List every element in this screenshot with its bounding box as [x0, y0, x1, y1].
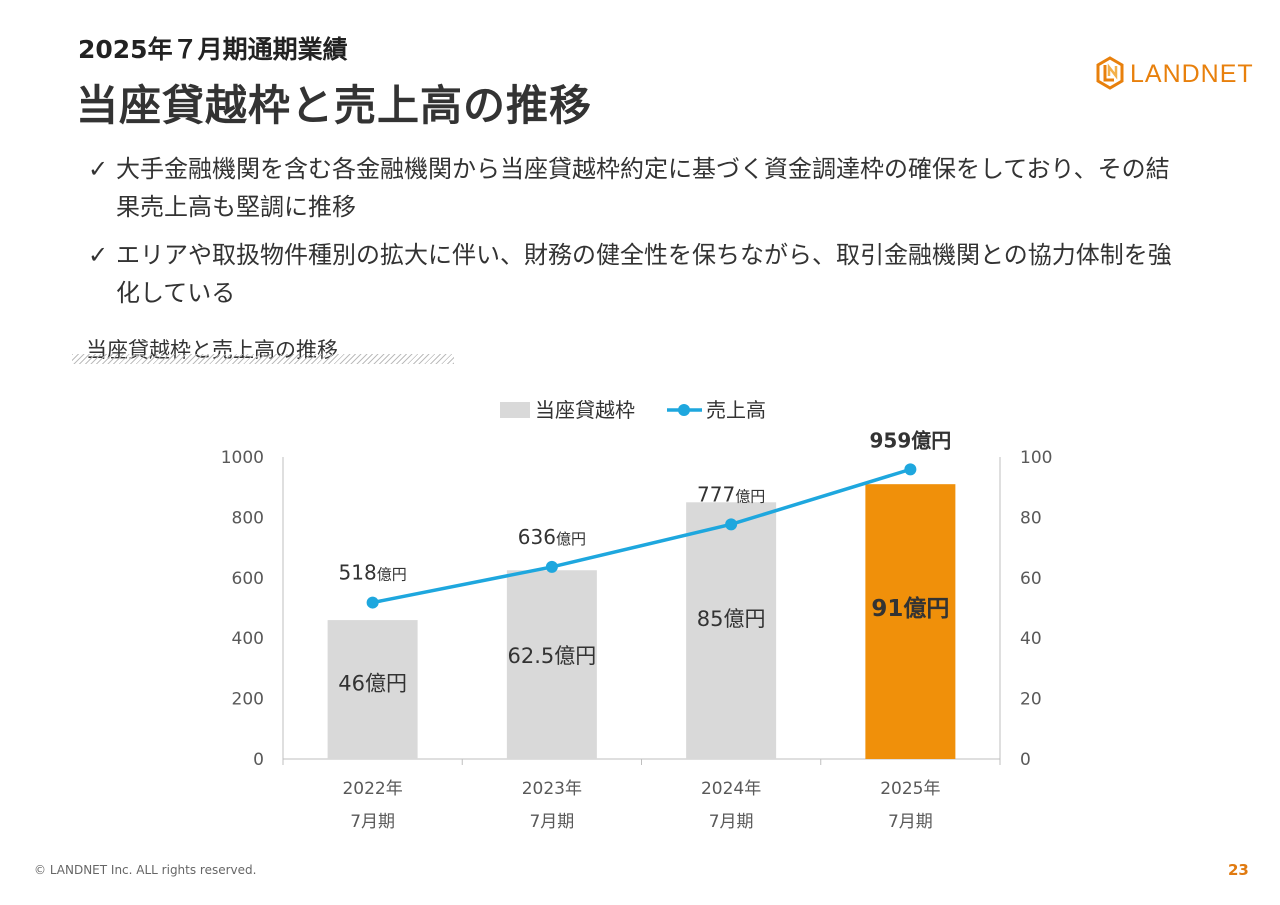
right-axis-tick-label: 20 [1020, 690, 1042, 710]
bar-overdraft-1 [327, 620, 418, 759]
x-axis-category-year: 2023年 [522, 779, 582, 799]
x-axis-category-period: 7月期 [888, 812, 933, 832]
bullet-text: エリアや取扱物件種別の拡大に伴い、財務の健全性を保ちながら、取引金融機関との協力… [116, 241, 1172, 307]
right-axis-tick-label: 0 [1020, 750, 1031, 770]
right-axis-tick-label: 60 [1020, 569, 1042, 589]
combo-chart: 0 200 400 600 800 1000 0 20 40 60 80 100 2022年 7月期 202… [221, 398, 1053, 832]
x-axis-category-year: 2024年 [701, 779, 761, 799]
sales-data-label: 636億円 [518, 525, 586, 549]
copyright: © LANDNET Inc. ALL rights reserved. [34, 863, 257, 877]
legend-line-marker [678, 404, 690, 416]
landnet-logo-icon [1096, 56, 1124, 90]
x-axis-category-period: 7月期 [529, 812, 574, 832]
page-number: 23 [1228, 861, 1249, 879]
sales-data-label: 518億円 [339, 561, 407, 585]
x-axis-category-year: 2025年 [880, 779, 940, 799]
bar-data-label: 62.5億円 [507, 644, 596, 668]
sales-line [372, 467, 911, 605]
sales-point [725, 518, 738, 531]
sales-point [904, 463, 917, 476]
bar-data-label: 85億円 [697, 607, 766, 631]
left-axis-tick-label: 600 [232, 569, 264, 589]
x-axis-category-year: 2022年 [342, 779, 402, 799]
left-axis-tick-label: 0 [253, 750, 264, 770]
bar-overdraft-3 [686, 502, 777, 759]
sales-data-label: 959億円 [870, 428, 952, 452]
checkmark-icon: ✓ [88, 241, 109, 269]
bar-data-label: 91億円 [871, 595, 949, 622]
sales-point [545, 560, 558, 573]
section-underline [72, 354, 454, 364]
legend-line-label: 売上高 [706, 398, 766, 422]
bullet-item: ✓ エリアや取扱物件種別の拡大に伴い、財務の健全性を保ちながら、取引金融機関との… [88, 236, 1188, 312]
bullet-text: 大手金融機関を含む各金融機関から当座貸越枠約定に基づく資金調達枠の確保をしており… [116, 155, 1170, 221]
bar-overdraft-2 [506, 570, 597, 759]
bullet-list: ✓ 大手金融機関を含む各金融機関から当座貸越枠約定に基づく資金調達枠の確保をして… [88, 150, 1188, 322]
x-axis-category-period: 7月期 [709, 812, 754, 832]
page-title: 当座貸越枠と売上高の推移 [76, 81, 593, 130]
bullet-item: ✓ 大手金融機関を含む各金融機関から当座貸越枠約定に基づく資金調達枠の確保をして… [88, 150, 1188, 226]
left-axis-tick-label: 1000 [221, 448, 264, 468]
left-axis-tick-label: 400 [232, 629, 264, 649]
bar-overdraft-4 [865, 484, 956, 759]
landnet-logo: LANDNET [1096, 56, 1254, 90]
left-axis-tick-label: 200 [232, 690, 264, 710]
right-axis-tick-label: 40 [1020, 629, 1042, 649]
checkmark-icon: ✓ [88, 155, 109, 183]
left-axis-tick-label: 800 [232, 508, 264, 528]
sales-data-label: 777億円 [697, 482, 765, 506]
bar-data-label: 46億円 [338, 672, 407, 696]
logo-text: LANDNET [1130, 60, 1254, 88]
right-axis-tick-label: 100 [1020, 448, 1052, 468]
x-axis-category-period: 7月期 [350, 812, 395, 832]
legend-bar-label: 当座貸越枠 [535, 398, 635, 422]
legend-bar-swatch [500, 402, 530, 418]
sales-point [366, 596, 379, 609]
right-axis-tick-label: 80 [1020, 508, 1042, 528]
page-subtitle: 2025年７月期通期業績 [78, 35, 348, 64]
